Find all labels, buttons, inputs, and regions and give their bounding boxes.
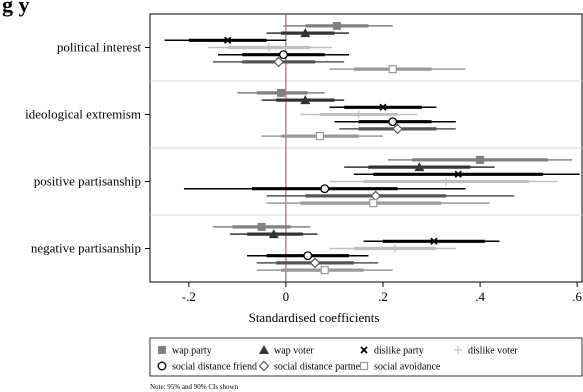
- legend-label: dislike voter: [468, 346, 518, 357]
- legend-label: dislike party: [374, 346, 424, 357]
- legend-label: social avoidance: [374, 362, 441, 373]
- point-estimate: [273, 56, 284, 68]
- point-estimate: [430, 237, 438, 245]
- point-estimate: [391, 244, 400, 253]
- legend-item: wap party: [158, 346, 212, 357]
- point-estimate: [379, 103, 387, 111]
- point-estimate: [388, 117, 398, 127]
- legend-item: dislike voter: [454, 346, 518, 357]
- legend-item: social distance friend: [157, 361, 257, 373]
- point-estimate: [354, 110, 363, 119]
- legend: wap party wap voter dislike party dislike v…: [157, 345, 518, 373]
- legend-marker: [258, 360, 270, 372]
- point-estimate: [257, 222, 266, 231]
- point-estimate: [315, 132, 324, 141]
- legend-marker: [158, 346, 166, 354]
- point-estimate: [264, 43, 273, 52]
- legend-item: social avoidance: [359, 361, 441, 373]
- legend-marker: [360, 346, 368, 354]
- category-label: political interest: [57, 40, 142, 55]
- x-axis-label: Standardised coefficients: [249, 310, 380, 325]
- legend-item: dislike party: [360, 346, 424, 357]
- point-estimate: [309, 257, 321, 269]
- point-estimate: [300, 95, 311, 105]
- category-label: ideological extremism: [25, 107, 141, 122]
- legend-item: wap voter: [259, 345, 314, 357]
- point-estimate: [442, 177, 451, 186]
- point-estimate: [392, 123, 403, 135]
- legend-marker: [157, 361, 167, 371]
- chart-note: Note: 95% and 90% CIs shown: [150, 383, 239, 391]
- legend-label: social distance partner: [274, 362, 364, 373]
- point-estimate: [332, 21, 341, 30]
- x-tick-label: .4: [475, 289, 485, 304]
- legend-label: social distance friend: [172, 362, 257, 373]
- header-fragment: g y: [2, 0, 30, 17]
- point-estimate: [320, 266, 329, 275]
- x-tick-label: .2: [378, 289, 388, 304]
- point-estimate: [268, 229, 279, 239]
- point-estimate: [224, 36, 232, 44]
- legend-marker: [259, 345, 269, 354]
- point-estimate: [279, 50, 288, 60]
- x-tick-label: -.2: [182, 289, 196, 304]
- legend-marker: [454, 346, 462, 354]
- point-estimate: [300, 28, 311, 38]
- legend-marker: [359, 361, 369, 371]
- category-label: negative partisanship: [31, 241, 141, 256]
- chart-layer: political interest ideological extremism p…: [25, 14, 583, 304]
- point-estimate: [303, 251, 313, 261]
- x-tick-label: 0: [283, 289, 290, 304]
- point-estimate: [414, 162, 425, 172]
- category-label: positive partisanship: [34, 174, 141, 189]
- point-estimate: [277, 88, 286, 97]
- point-estimate: [320, 184, 330, 194]
- point-estimate: [388, 64, 397, 74]
- legend-item: social distance partner: [258, 360, 364, 373]
- point-estimate: [369, 199, 378, 208]
- point-estimate: [454, 170, 462, 178]
- point-estimate: [476, 155, 485, 164]
- x-tick-label: .6: [572, 289, 582, 304]
- legend-label: wap party: [172, 346, 212, 357]
- legend-label: wap voter: [274, 346, 314, 357]
